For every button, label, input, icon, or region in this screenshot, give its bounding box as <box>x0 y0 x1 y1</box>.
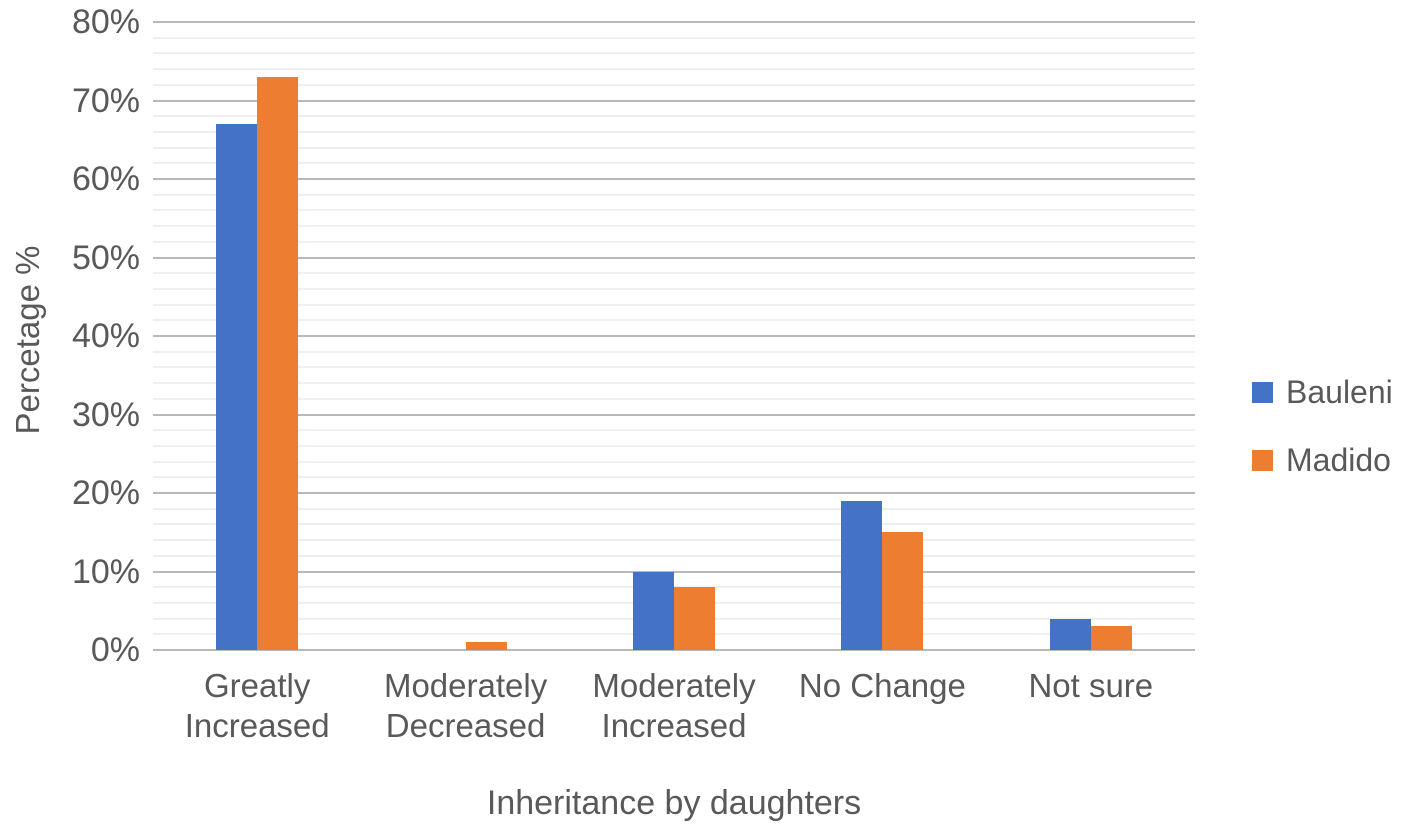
major-gridline-60 <box>153 178 1195 180</box>
bar-madido-moderately-increased <box>674 587 715 650</box>
minor-gridline-58 <box>153 193 1195 196</box>
minor-gridline-38 <box>153 350 1195 353</box>
minor-gridline-78 <box>153 36 1195 39</box>
legend-label-bauleni: Bauleni <box>1286 374 1393 410</box>
minor-gridline-72 <box>153 83 1195 86</box>
y-tick-label-60: 60% <box>71 160 140 198</box>
minor-gridline-18 <box>153 507 1195 510</box>
minor-gridline-68 <box>153 115 1195 118</box>
major-gridline-70 <box>153 99 1195 102</box>
minor-gridline-66 <box>153 130 1195 133</box>
minor-gridline-48 <box>153 272 1195 275</box>
x-category-label-moderately-decreased: Moderately Decreased <box>383 667 548 744</box>
minor-gridline-34 <box>153 382 1195 385</box>
major-gridline-20 <box>153 492 1195 494</box>
legend-label-madido: Madido <box>1286 442 1391 478</box>
x-category-label-not-sure: Not sure <box>1028 667 1154 704</box>
minor-gridline-28 <box>153 429 1195 432</box>
minor-gridline-64 <box>153 146 1195 149</box>
minor-gridline-54 <box>153 225 1195 228</box>
y-tick-label-70: 70% <box>71 81 140 120</box>
major-gridline-30 <box>153 413 1195 416</box>
minor-gridline-62 <box>153 162 1195 165</box>
major-gridline-10 <box>153 570 1195 573</box>
y-tick-label-40: 40% <box>71 317 140 355</box>
x-axis-title: Inheritance by daughters <box>486 784 862 822</box>
minor-gridline-14 <box>153 539 1195 542</box>
bar-bauleni-no-change <box>841 500 883 650</box>
y-tick-label-20: 20% <box>71 474 140 512</box>
bar-bauleni-not-sure <box>1049 618 1091 650</box>
plot-area <box>153 21 1195 651</box>
bar-bauleni-moderately-increased <box>633 571 674 650</box>
minor-gridline-12 <box>153 554 1195 557</box>
x-axis-line <box>153 649 1195 651</box>
y-tick-label-10: 10% <box>71 552 140 591</box>
legend-item-bauleni: Bauleni <box>1252 372 1393 412</box>
y-tick-label-50: 50% <box>71 238 140 277</box>
minor-gridline-56 <box>153 209 1195 212</box>
x-category-label-greatly-increased: Greatly Increased <box>184 667 330 744</box>
minor-gridline-32 <box>153 397 1195 400</box>
minor-gridline-46 <box>153 287 1195 290</box>
legend-swatch-madido-icon <box>1252 449 1273 471</box>
bar-madido-greatly-increased <box>257 76 299 650</box>
minor-gridline-44 <box>153 303 1195 306</box>
major-gridline-50 <box>153 256 1195 259</box>
minor-gridline-52 <box>153 240 1195 243</box>
y-tick-label-30: 30% <box>71 395 140 434</box>
bar-madido-not-sure <box>1090 626 1132 650</box>
major-gridline-40 <box>153 335 1195 337</box>
minor-gridline-42 <box>153 319 1195 322</box>
minor-gridline-36 <box>153 366 1195 369</box>
minor-gridline-74 <box>153 68 1195 71</box>
legend-swatch-bauleni-icon <box>1252 381 1273 403</box>
y-tick-label-0: 0% <box>90 631 140 669</box>
legend: Bauleni Madido <box>1252 372 1393 480</box>
minor-gridline-16 <box>153 523 1195 526</box>
minor-gridline-22 <box>153 476 1195 479</box>
bar-bauleni-greatly-increased <box>216 124 258 650</box>
x-category-label-moderately-increased: Moderately Increased <box>592 667 756 744</box>
y-tick-label-80: 80% <box>71 3 140 41</box>
minor-gridline-26 <box>153 444 1195 447</box>
minor-gridline-24 <box>153 460 1195 463</box>
x-category-label-no-change: No Change <box>798 667 966 704</box>
legend-item-madido: Madido <box>1252 440 1393 480</box>
minor-gridline-76 <box>153 52 1195 55</box>
bar-madido-no-change <box>882 532 924 650</box>
bar-madido-moderately-decreased <box>465 642 507 650</box>
major-gridline-80 <box>153 21 1195 23</box>
